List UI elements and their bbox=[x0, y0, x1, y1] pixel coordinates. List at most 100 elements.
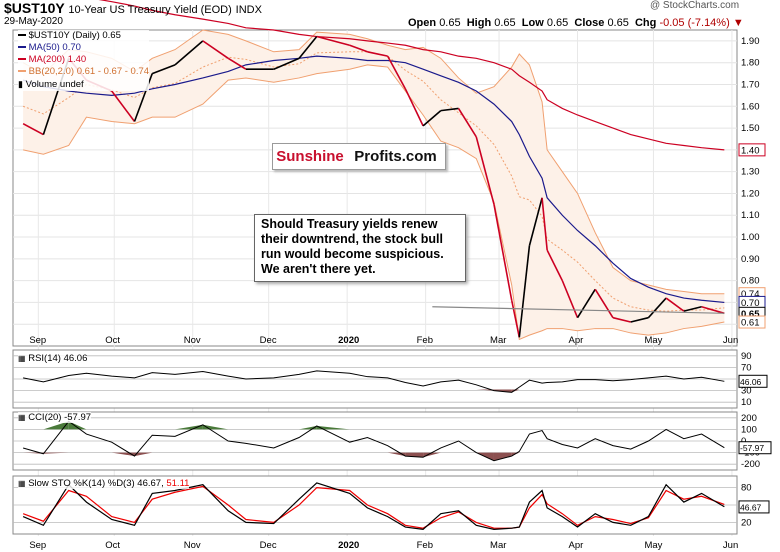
sto-value-tag: 46.67 bbox=[740, 502, 762, 512]
price-line-segment bbox=[22, 123, 44, 136]
price-legend: $UST10Y (Daily) 0.65 MA(50) 0.70 MA(200)… bbox=[18, 30, 150, 91]
cci-label: ▦ CCI(20) -57.97 bbox=[18, 412, 92, 423]
price-swatch bbox=[18, 34, 26, 37]
price-line-segment bbox=[683, 305, 702, 312]
price-line-segment bbox=[475, 136, 495, 205]
y-tick-label: 0.90 bbox=[741, 254, 760, 265]
chg-value: -0.05 (-7.14%) bbox=[659, 17, 730, 29]
cci-panel-tick-label: -200 bbox=[741, 459, 760, 470]
value-tag-box bbox=[738, 143, 766, 157]
y-tick-label: 1.80 bbox=[741, 58, 760, 69]
y-tick-label: 1.30 bbox=[741, 167, 760, 178]
y-tick-label: 1.70 bbox=[741, 79, 760, 90]
cci-value-tag-box bbox=[738, 441, 772, 455]
x-tick-label: Dec bbox=[260, 335, 277, 346]
low-value: 0.65 bbox=[546, 17, 569, 29]
price-line-segment bbox=[273, 57, 300, 70]
y-tick-label: 1.90 bbox=[741, 36, 760, 47]
price-line-segment bbox=[546, 249, 564, 281]
cci-oversold-fill bbox=[134, 452, 153, 457]
open-value: 0.65 bbox=[439, 17, 461, 29]
exchange: INDX bbox=[235, 4, 262, 16]
cci-value-tag: -57.97 bbox=[740, 443, 764, 453]
legend-price-label: $UST10Y (Daily) 0.65 bbox=[28, 30, 121, 41]
sto-label-k: Slow STO %K(14) %D(3) 46.67, bbox=[28, 478, 164, 489]
brand-part2: Profits.com bbox=[347, 144, 444, 169]
chart-date: 29-May-2020 bbox=[4, 16, 63, 27]
brand-logo: Sunshine Profits.com bbox=[272, 143, 446, 170]
value-tag: 0.61 bbox=[741, 318, 760, 329]
price-line-segment bbox=[630, 316, 649, 323]
rsi-panel-tick-label: 10 bbox=[741, 397, 752, 408]
legend-volume: ▮ Volume undef bbox=[18, 78, 149, 91]
sto-label-d: 51.11 bbox=[166, 478, 190, 489]
cci-oversold-fill bbox=[423, 452, 441, 458]
bottom-x-tick-label: Jun bbox=[723, 540, 738, 551]
price-line-segment bbox=[367, 51, 388, 57]
sto-d-line bbox=[22, 485, 725, 529]
rsi-panel-tick-label: 90 bbox=[741, 351, 752, 362]
sto-k-line bbox=[22, 482, 725, 530]
x-tick-label: Oct bbox=[105, 335, 120, 346]
cci-overbought-fill bbox=[43, 421, 69, 430]
price-line-segment bbox=[561, 280, 579, 318]
x-tick-label: Jun bbox=[723, 335, 738, 346]
value-tag-box bbox=[738, 315, 766, 329]
y-tick-label: 1.00 bbox=[741, 232, 760, 243]
cci-oversold-fill bbox=[111, 452, 135, 457]
price-line-segment bbox=[298, 36, 318, 59]
price-line-segment bbox=[151, 64, 176, 75]
trendline bbox=[432, 306, 725, 314]
close-value: 0.65 bbox=[607, 17, 629, 29]
symbol: $UST10Y bbox=[4, 0, 65, 16]
cci-oversold-fill bbox=[43, 452, 69, 454]
bottom-x-tick-label: Feb bbox=[417, 540, 433, 551]
legend-price: $UST10Y (Daily) 0.65 bbox=[18, 30, 149, 42]
legend-bb-label: BB(20,2.0) 0.61 - 0.67 - 0.74 bbox=[28, 66, 150, 77]
price-line-segment bbox=[202, 40, 229, 59]
ma200-line bbox=[98, 0, 725, 151]
sto-value-tag-box bbox=[738, 500, 770, 514]
legend-ma200-label: MA(200) 1.40 bbox=[28, 54, 87, 65]
bottom-x-tick-label: 2020 bbox=[338, 540, 359, 551]
value-tag: 0.70 bbox=[741, 298, 760, 309]
x-tick-label: Apr bbox=[569, 335, 584, 346]
x-tick-label: Mar bbox=[490, 335, 506, 346]
legend-ma200: MA(200) 1.40 bbox=[18, 54, 149, 66]
price-line-segment bbox=[493, 204, 513, 301]
ma200-swatch bbox=[18, 58, 26, 61]
bottom-x-tick-label: Nov bbox=[184, 540, 201, 551]
price-line-segment bbox=[576, 288, 596, 319]
cci-overbought-fill bbox=[316, 425, 350, 430]
price-line-segment bbox=[386, 55, 407, 90]
legend-ma50: MA(50) 0.70 bbox=[18, 42, 149, 54]
price-line-segment bbox=[457, 108, 477, 138]
y-tick-label: 1.10 bbox=[741, 210, 760, 221]
down-arrow-icon: ▼ bbox=[732, 17, 744, 29]
rsi-oversold-fill bbox=[476, 389, 494, 391]
price-line-segment bbox=[647, 297, 667, 319]
close-label: Close bbox=[574, 17, 605, 29]
x-tick-label: Sep bbox=[29, 335, 46, 346]
bottom-x-tick-label: Oct bbox=[105, 540, 120, 551]
bottom-x-tick-label: Dec bbox=[260, 540, 277, 551]
cci-overbought-fill bbox=[68, 421, 87, 430]
cci-oversold-fill bbox=[493, 452, 512, 461]
panel-icon: ▦ bbox=[18, 413, 26, 422]
legend-bb: BB(20,2.0) 0.61 - 0.67 - 0.74 bbox=[18, 66, 149, 78]
price-line-segment bbox=[349, 44, 368, 53]
rsi-panel-tick-label: 70 bbox=[741, 362, 752, 373]
rsi-panel-tick-label: 30 bbox=[741, 386, 752, 397]
symbol-name: 10-Year US Treasury Yield (EOD) bbox=[68, 4, 232, 16]
panel-icon: ▦ bbox=[18, 354, 26, 363]
value-tag: 0.65 bbox=[741, 309, 760, 320]
bb-lower-line bbox=[23, 64, 725, 341]
x-tick-label: May bbox=[644, 335, 662, 346]
rsi-value-tag: 46.06 bbox=[740, 377, 762, 387]
ma50-swatch bbox=[18, 46, 26, 49]
open-label: Open bbox=[408, 17, 437, 29]
value-tag: 1.40 bbox=[741, 145, 760, 156]
panel-icon: ▦ bbox=[18, 479, 26, 488]
price-line-segment bbox=[316, 35, 350, 47]
price-line-segment bbox=[541, 197, 548, 251]
